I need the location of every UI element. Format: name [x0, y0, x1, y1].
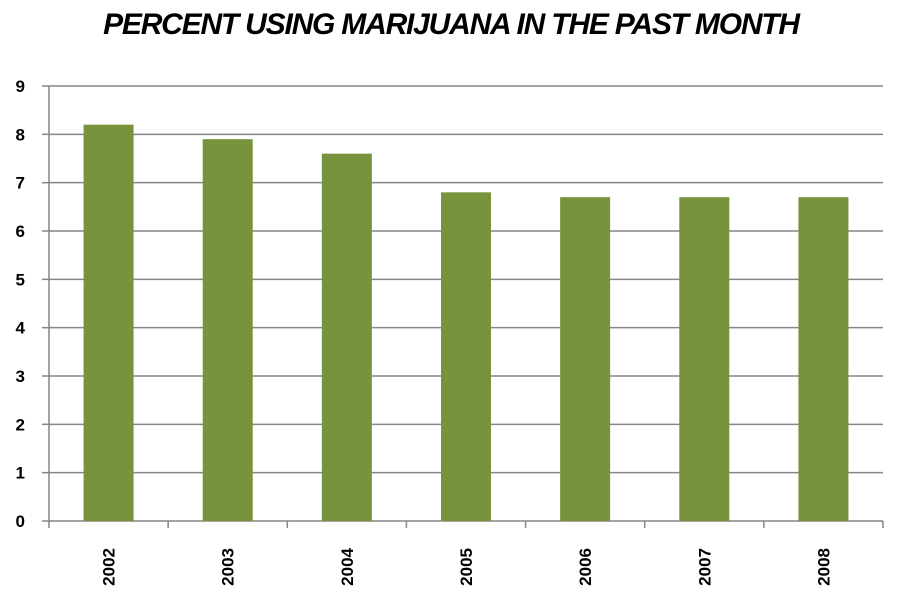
y-tick-label-4: 4	[16, 319, 26, 338]
bar-2004	[321, 153, 372, 521]
x-tick-label-2005: 2005	[457, 548, 476, 586]
bar-2002	[83, 124, 134, 522]
bar-2007	[679, 197, 730, 521]
y-tick-label-2: 2	[16, 415, 25, 434]
y-tick-label-1: 1	[16, 464, 25, 483]
x-tick-label-2004: 2004	[338, 547, 357, 585]
y-tick-label-7: 7	[16, 174, 25, 193]
x-tick-label-2002: 2002	[100, 548, 119, 586]
y-tick-label-5: 5	[16, 270, 25, 289]
y-tick-label-8: 8	[16, 125, 25, 144]
x-tick-label-2007: 2007	[695, 548, 714, 586]
bar-2005	[441, 192, 491, 522]
bar-2006	[560, 197, 611, 521]
bar-2003	[202, 139, 253, 521]
y-tick-label-9: 9	[16, 77, 25, 96]
x-tick-label-2008: 2008	[814, 548, 833, 586]
x-tick-label-2003: 2003	[219, 548, 238, 586]
chart-title: PERCENT USING MARIJUANA IN THE PAST MONT…	[103, 8, 800, 41]
y-tick-label-0: 0	[16, 512, 25, 531]
y-tick-label-6: 6	[16, 222, 25, 241]
bar-2008	[798, 197, 849, 521]
x-tick-label-2006: 2006	[576, 548, 595, 586]
y-tick-label-3: 3	[16, 367, 25, 386]
